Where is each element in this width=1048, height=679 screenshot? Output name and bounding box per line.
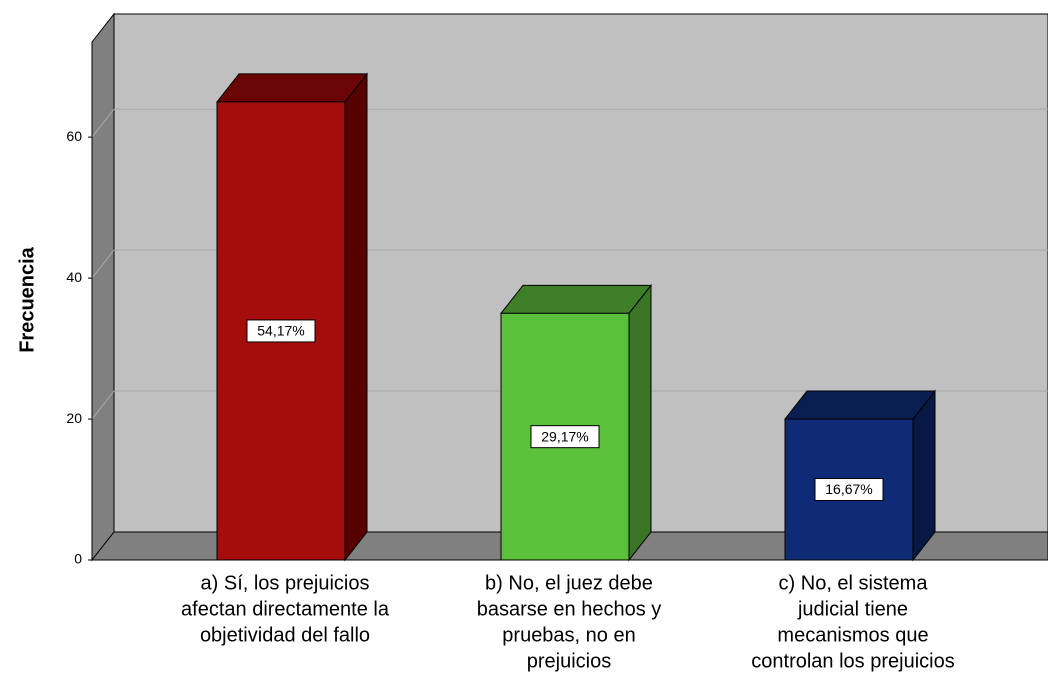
bar-side <box>628 283 652 562</box>
bar-top <box>499 284 653 314</box>
grid-line <box>91 390 115 420</box>
x-tick-label: controlan los prejuicios <box>751 650 954 672</box>
x-tick-label: prejuicios <box>527 650 611 672</box>
bar-top <box>783 390 937 420</box>
y-tick-label: 20 <box>66 410 82 426</box>
y-tick-label: 40 <box>66 269 82 285</box>
y-tick-label: 0 <box>74 551 82 567</box>
x-tick-label: c) No, el sistema <box>779 572 929 594</box>
x-tick-label: pruebas, no en <box>502 624 635 646</box>
x-tick-label: b) No, el juez debe <box>485 572 653 594</box>
x-tick-label: mecanismos que <box>777 624 928 646</box>
bar-side <box>912 389 936 562</box>
x-tick-label: judicial tiene <box>797 598 908 620</box>
y-axis-label: Frecuencia <box>16 246 38 352</box>
x-tick-label: objetividad del fallo <box>200 624 370 646</box>
bar-top <box>215 73 369 103</box>
value-label-box <box>530 425 600 449</box>
value-label: 16,67% <box>825 481 872 497</box>
grid-line <box>91 108 115 138</box>
value-label-box <box>814 478 884 502</box>
grid-line <box>91 249 115 279</box>
x-tick-label: afectan directamente la <box>181 598 390 620</box>
bar-side <box>344 72 368 562</box>
value-label: 54,17% <box>257 323 304 339</box>
left-wall <box>91 12 115 562</box>
value-label: 29,17% <box>541 428 588 444</box>
x-tick-label: basarse en hechos y <box>477 598 662 620</box>
value-label-box <box>246 319 316 343</box>
y-tick-label: 60 <box>66 128 82 144</box>
x-tick-label: a) Sí, los prejuicios <box>201 572 370 594</box>
